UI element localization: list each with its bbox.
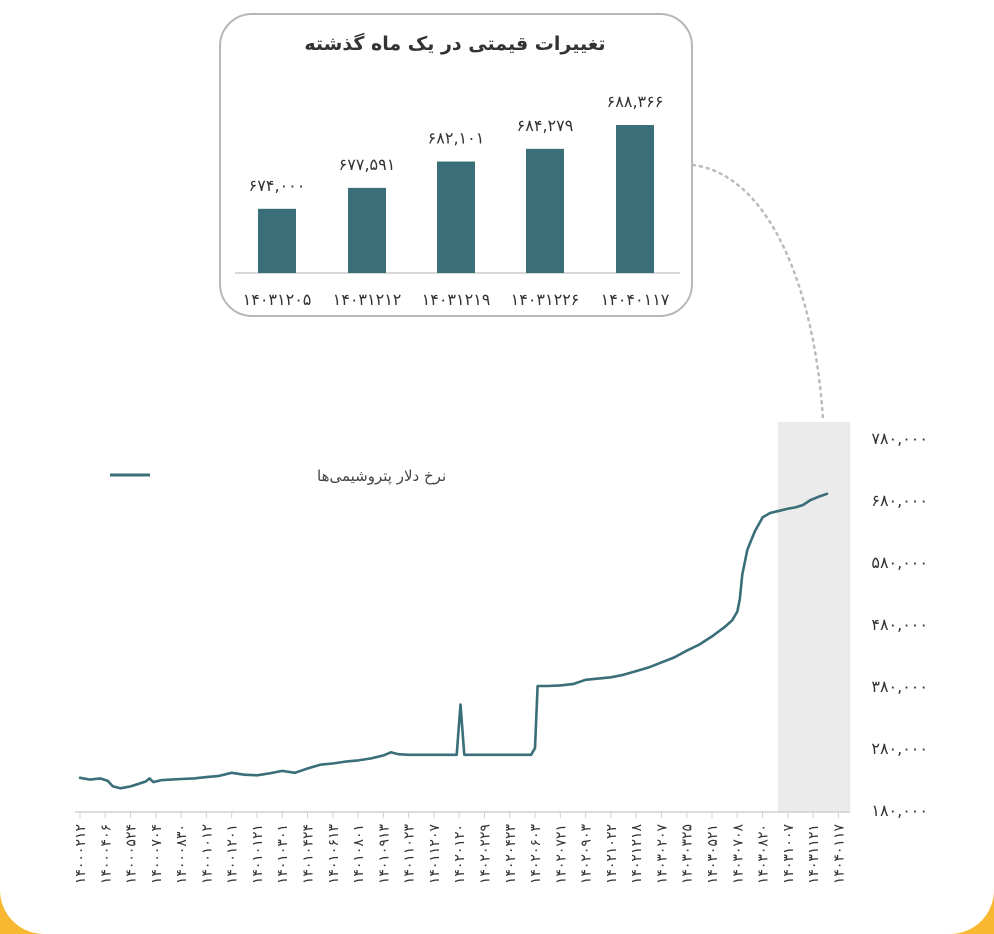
x-tick-label: ۱۴۰۳۱۱۲۱ <box>806 824 822 884</box>
x-tick-label: ۱۴۰۱۰۸۰۱ <box>351 824 367 884</box>
y-tick-label: ۶۸۰,۰۰۰ <box>871 491 928 510</box>
y-axis: ۱۸۰,۰۰۰ ۲۸۰,۰۰۰ ۳۸۰,۰۰۰ ۴۸۰,۰۰۰ ۵۸۰,۰۰۰ ۶۸۰,۰… <box>871 429 928 820</box>
x-tick-label: ۱۴۰۱۰۴۲۴ <box>301 824 317 884</box>
x-tick-label: ۱۴۰۳۱۰۰۷ <box>781 824 797 885</box>
x-tick-label: ۱۴۰۲۰۱۲۰ <box>452 824 468 884</box>
y-tick-label: ۴۸۰,۰۰۰ <box>871 615 928 634</box>
bar-value-label: ۶۸۸,۳۶۶ <box>607 92 664 111</box>
x-tick-label: ۱۴۰۳۰۷۰۸ <box>730 824 746 885</box>
x-tick-label: ۱۴۰۱۱۲۰۷ <box>427 824 443 885</box>
x-tick-label: ۱۴۰۳۰۲۰۷ <box>654 824 670 885</box>
x-axis: ۱۴۰۰۰۲۱۲ ۱۴۰۰۰۴۰۶ ۱۴۰۰۰۵۲۴ ۱۴۰۰۰۷۰۴ ۱۴۰۰۰۸۳۰… <box>73 812 847 884</box>
highlight-band <box>777 422 851 812</box>
series-line <box>78 492 829 790</box>
bar-value-label: ۶۷۷,۵۹۱ <box>339 155 396 174</box>
bar-category-label: ۱۴۰۳۱۲۱۹ <box>422 290 491 309</box>
y-tick-label: ۳۸۰,۰۰۰ <box>871 677 928 696</box>
bar <box>437 161 475 273</box>
bar-value-label: ۶۸۲,۱۰۱ <box>428 129 485 148</box>
y-tick-label: ۱۸۰,۰۰۰ <box>871 801 928 820</box>
x-tick-label: ۱۴۰۲۰۲۲۹ <box>477 824 493 884</box>
x-tick-label: ۱۴۰۱۰۶۱۳ <box>326 824 342 885</box>
bar-value-label: ۶۷۴,۰۰۰ <box>249 176 306 195</box>
x-tick-label: ۱۴۰۰۰۲۱۲ <box>73 824 89 884</box>
bar-value-label: ۶۸۴,۲۷۹ <box>517 116 574 135</box>
bar-category-label: ۱۴۰۴۰۱۱۷ <box>601 290 670 309</box>
x-tick-label: ۱۴۰۱۱۰۲۳ <box>402 824 418 885</box>
bar-category-label: ۱۴۰۳۱۲۰۵ <box>243 290 312 309</box>
x-tick-label: ۱۴۰۰۰۴۰۶ <box>98 824 114 884</box>
bars-group: ۶۷۴,۰۰۰ ۱۴۰۳۱۲۰۵ ۶۷۷,۵۹۱ ۱۴۰۳۱۲۱۲ ۶۸۲,۱۰۱ ۱۴۰… <box>243 92 670 309</box>
y-tick-label: ۵۸۰,۰۰۰ <box>871 553 928 572</box>
x-tick-label: ۱۴۰۲۱۰۲۲ <box>604 824 620 884</box>
x-tick-label: ۱۴۰۴۰۱۱۷ <box>831 824 847 885</box>
y-tick-label: ۷۸۰,۰۰۰ <box>871 429 928 448</box>
x-tick-label: ۱۴۰۳۰۳۲۵ <box>680 824 696 884</box>
bar <box>616 125 654 273</box>
x-tick-label: ۱۴۰۱۰۹۱۳ <box>376 824 392 885</box>
x-tick-label: ۱۴۰۳۰۵۲۱ <box>705 824 721 884</box>
legend-label: نرخ دلار پتروشیمی‌ها <box>317 467 446 486</box>
bar <box>348 187 386 273</box>
x-tick-label: ۱۴۰۰۱۲۰۱ <box>225 824 241 884</box>
bar-category-label: ۱۴۰۳۱۲۲۶ <box>511 290 580 309</box>
x-tick-label: ۱۴۰۲۰۴۲۳ <box>503 824 519 885</box>
x-tick-label: ۱۴۰۱۰۱۲۱ <box>250 824 266 884</box>
x-tick-label: ۱۴۰۰۰۸۳۰ <box>174 824 190 884</box>
x-tick-label: ۱۴۰۲۰۹۰۳ <box>579 824 595 885</box>
connector-line <box>691 163 825 422</box>
inset-title: تغییرات قیمتی در یک ماه گذشته <box>304 32 605 55</box>
x-tick-label: ۱۴۰۰۱۰۱۲ <box>199 824 215 884</box>
x-tick-label: ۱۴۰۰۰۷۰۴ <box>149 824 165 884</box>
x-tick-label: ۱۴۰۳۰۸۲۰ <box>756 824 772 884</box>
bar-category-label: ۱۴۰۳۱۲۱۲ <box>333 290 402 309</box>
x-tick-label: ۱۴۰۲۱۲۱۸ <box>629 824 645 885</box>
x-tick-label: ۱۴۰۰۰۵۲۴ <box>124 824 140 884</box>
x-tick-label: ۱۴۰۲۰۶۰۳ <box>528 824 544 885</box>
y-tick-label: ۲۸۰,۰۰۰ <box>871 739 928 758</box>
bar <box>258 208 296 273</box>
x-tick-label: ۱۴۰۲۰۷۲۱ <box>553 824 569 884</box>
x-tick-label: ۱۴۰۱۰۳۰۱ <box>275 824 291 884</box>
bar <box>526 148 564 273</box>
